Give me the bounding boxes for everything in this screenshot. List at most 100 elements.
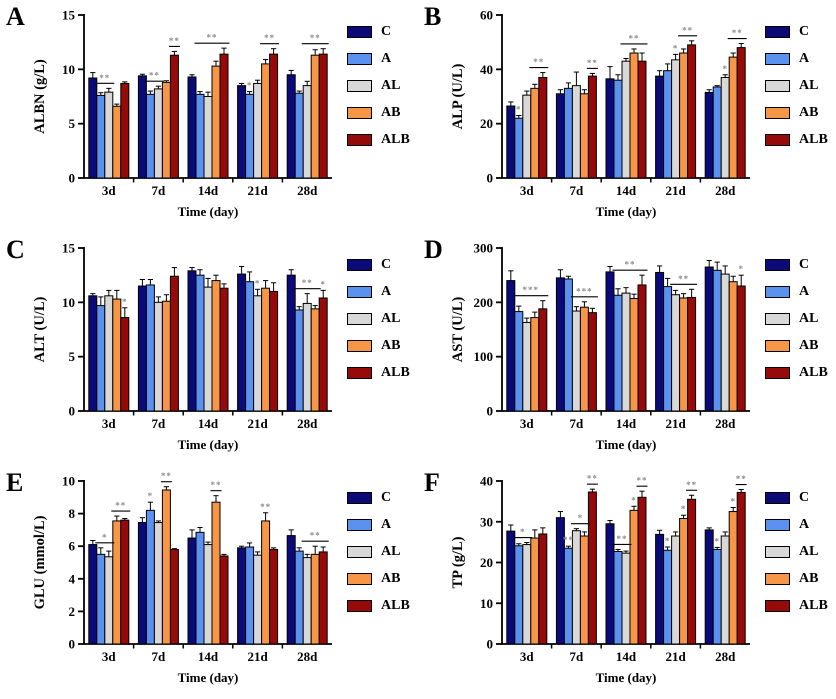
bar-C-3d <box>88 544 98 645</box>
y-axis: 0 10 20 30 40 TP (g/L) <box>450 474 503 652</box>
legend-swatch-ALB <box>347 599 372 612</box>
sig-annotation: ** <box>301 33 329 45</box>
bar-A-14d <box>613 79 623 179</box>
legend-item-AB: AB <box>765 332 828 359</box>
legend-swatch-AL <box>347 312 372 325</box>
y-tick-label: 10 <box>480 596 493 611</box>
bar-AL-14d <box>203 544 213 645</box>
sig-annotation: ** <box>727 28 747 40</box>
legend-item-A: A <box>347 45 410 72</box>
x-tick-label: 21d <box>665 183 686 198</box>
y-axis-title: ALT (U/L) <box>32 296 48 362</box>
bar-AB-14d <box>629 52 639 179</box>
sig-label: ** <box>161 471 172 481</box>
legend-item-A: A <box>765 511 828 538</box>
sig-label: ** <box>310 33 321 43</box>
legend-swatch-AB <box>347 572 372 585</box>
bar-ALB-28d <box>736 491 746 645</box>
series-ALB <box>538 274 746 412</box>
bar-AB-14d <box>211 280 221 412</box>
y-tick-label: 15 <box>62 241 76 256</box>
legend-label-A: A <box>381 50 392 66</box>
bar-ALB-14d <box>219 53 229 179</box>
series-C <box>88 265 296 412</box>
bar-A-3d <box>514 311 524 412</box>
x-axis: 3d 7d 14d 21d 28d Time (day) <box>502 410 750 452</box>
bar-AB-3d <box>530 87 540 179</box>
legend-item-ALB: ALB <box>765 592 828 619</box>
panel-letter-B: B <box>424 2 442 31</box>
legend-item-C: C <box>765 251 828 278</box>
sig-annotation: * <box>247 81 252 91</box>
bar-ALB-3d <box>538 308 548 412</box>
bar-A-3d <box>96 94 106 179</box>
x-axis-title: Time (day) <box>178 204 239 219</box>
x-tick-label: 3d <box>102 416 117 431</box>
bar-AB-28d <box>728 511 738 645</box>
bar-ALB-14d <box>637 496 647 645</box>
x-tick-label: 21d <box>247 183 268 198</box>
sig-annotation: ** <box>636 476 648 487</box>
bar-C-14d <box>605 523 615 645</box>
sig-label: * <box>681 504 687 514</box>
legend-label-C: C <box>381 23 392 39</box>
sig-annotation: *** <box>513 285 549 297</box>
x-axis-title: Time (day) <box>178 670 239 685</box>
bar-A-21d <box>663 549 673 645</box>
legend-label-AB: AB <box>381 104 401 120</box>
sig-label: ** <box>260 502 271 512</box>
bar-AL-21d <box>253 554 263 645</box>
bar-AL-14d <box>621 292 631 412</box>
sig-annotation: ** <box>735 474 747 486</box>
y-axis: 0 5 10 15 ALBN (g/L) <box>32 8 85 186</box>
sig-label: ** <box>637 476 648 486</box>
sig-annotation: * <box>122 297 127 307</box>
bar-AB-21d <box>679 297 689 412</box>
legend-B: C A AL AB ALB <box>765 18 828 153</box>
sig-annotation: * <box>570 513 590 525</box>
y-tick-label: 0 <box>69 404 76 419</box>
series-A <box>96 90 304 179</box>
y-tick-label: 100 <box>474 349 494 364</box>
sig-annotation: ** <box>563 535 573 545</box>
bar-ALB-3d <box>538 76 548 179</box>
sig-label: * <box>255 278 261 288</box>
legend-C: C A AL AB ALB <box>347 251 410 386</box>
bar-A-3d <box>514 545 524 645</box>
sig-annotation: ** <box>620 33 648 45</box>
bar-ALB-14d <box>219 555 229 645</box>
sig-annotation: * <box>673 43 679 53</box>
bar-C-21d <box>237 273 247 412</box>
y-axis-title: ALP (U/L) <box>450 64 466 130</box>
legend-label-ALB: ALB <box>381 597 410 613</box>
bar-ALB-28d <box>318 551 328 645</box>
bar-C-28d <box>704 266 714 412</box>
bar-AB-7d <box>161 489 171 645</box>
bar-C-14d <box>187 270 197 412</box>
sig-annotation: * <box>730 496 735 506</box>
legend-item-ALB: ALB <box>765 126 828 153</box>
bar-A-7d <box>145 509 155 645</box>
sig-label: * <box>320 279 326 289</box>
legend-swatch-AB <box>765 339 790 352</box>
bar-AB-14d <box>629 509 639 645</box>
sig-label: ** <box>99 73 110 83</box>
bar-A-28d <box>294 92 304 179</box>
bar-ALB-7d <box>587 491 597 645</box>
legend-D: C A AL AB ALB <box>765 251 828 386</box>
bar-ALB-14d <box>219 287 229 412</box>
sig-label: ** <box>310 531 321 541</box>
legend-label-C: C <box>799 23 810 39</box>
bar-ALB-21d <box>687 498 697 645</box>
bar-AL-3d <box>522 544 532 645</box>
bar-AB-3d <box>530 317 540 412</box>
bar-AL-7d <box>571 530 581 645</box>
sig-label: * <box>673 43 679 53</box>
series-AL <box>104 79 312 179</box>
legend-item-AB: AB <box>347 332 410 359</box>
bar-C-28d <box>704 91 714 179</box>
chart-alt: 0 5 10 15 ALT (U/L) 3d 7d 14d 21d 28d Time (day) * *… <box>24 235 340 465</box>
legend-item-C: C <box>347 18 410 45</box>
bar-AB-3d <box>112 105 122 179</box>
